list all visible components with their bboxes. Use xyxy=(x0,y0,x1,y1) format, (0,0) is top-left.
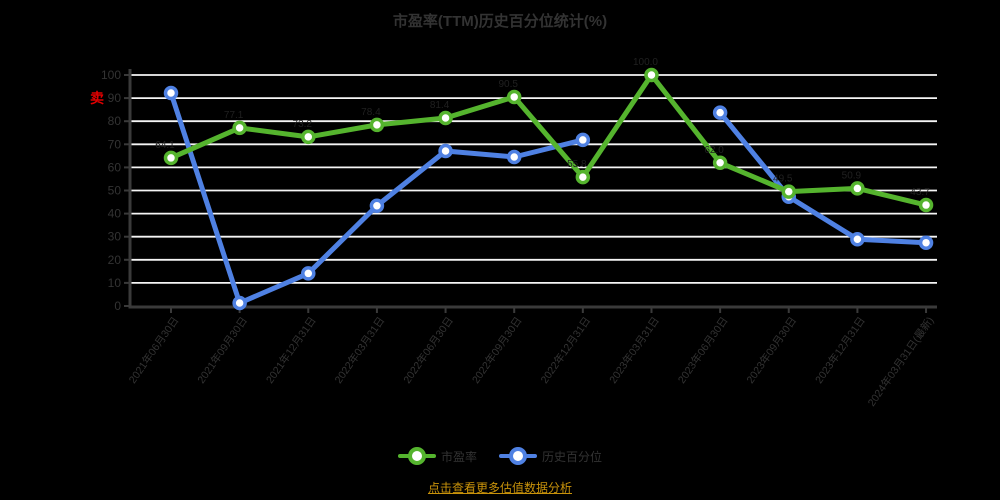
data-point-label: 55.8 xyxy=(567,159,587,170)
x-axis-label: 2022年03月31日 xyxy=(332,314,388,386)
y-axis-label: 30 xyxy=(108,230,122,244)
data-point[interactable] xyxy=(712,155,728,171)
legend-item[interactable]: 历史百分位 xyxy=(499,446,602,466)
data-point[interactable] xyxy=(918,235,934,250)
data-point[interactable] xyxy=(850,181,865,196)
chart-title: 市盈率(TTM)历史百分位统计(%) xyxy=(392,13,608,30)
x-axis-label: 2021年12月31日 xyxy=(263,314,319,386)
x-axis-label: 2023年03月31日 xyxy=(606,314,662,386)
data-point-label: 64.1 xyxy=(155,140,175,151)
data-point[interactable] xyxy=(850,231,865,247)
x-axis-label: 2021年09月30日 xyxy=(195,314,251,386)
y-axis-label: 90 xyxy=(108,91,122,105)
x-axis-label: 2023年09月30日 xyxy=(744,314,800,386)
data-point[interactable] xyxy=(438,110,453,126)
y-axis-label: 20 xyxy=(108,253,122,267)
data-point[interactable] xyxy=(369,198,385,213)
data-point[interactable] xyxy=(232,120,247,136)
data-point[interactable] xyxy=(712,105,728,120)
data-point[interactable] xyxy=(163,85,179,101)
data-point[interactable] xyxy=(232,295,247,311)
x-axis-label: 2023年12月31日 xyxy=(812,314,868,386)
data-point[interactable] xyxy=(438,143,453,159)
y-axis-label: 100 xyxy=(101,68,121,82)
legend-label: 历史百分位 xyxy=(542,449,603,464)
data-point-label: 49.5 xyxy=(773,174,793,185)
data-point-label: 62.0 xyxy=(704,145,724,156)
series-line-市盈率 xyxy=(168,72,929,208)
data-point[interactable] xyxy=(918,197,934,213)
legend-label: 市盈率 xyxy=(440,449,477,464)
legend-item[interactable]: 市盈率 xyxy=(397,446,477,466)
y-axis-label: 10 xyxy=(108,276,122,290)
x-axis-label: 2022年06月30日 xyxy=(401,314,457,386)
series-line-历史百分位 xyxy=(717,110,929,246)
data-point-label: 50.9 xyxy=(842,170,862,181)
data-point[interactable] xyxy=(644,67,659,83)
legend-line-circle-icon xyxy=(397,446,436,466)
y-axis-label: 60 xyxy=(108,160,122,174)
x-axis-label: 2022年12月31日 xyxy=(538,314,594,386)
x-axis-label: 2021年06月30日 xyxy=(126,314,182,386)
data-point-label: 81.4 xyxy=(430,100,450,111)
legend-line-circle-icon xyxy=(499,446,537,466)
y-axis-label: 0 xyxy=(114,299,121,313)
y-axis-label: 70 xyxy=(108,137,122,151)
footer-link[interactable]: 点击查看更多估值数据分析 xyxy=(427,481,572,495)
data-point[interactable] xyxy=(575,169,591,185)
data-point-label: 77.1 xyxy=(224,110,244,121)
data-point[interactable] xyxy=(301,266,316,281)
x-axis-label: 2024年03月31日(最新) xyxy=(865,314,937,408)
data-point-label: 43.7 xyxy=(910,187,930,198)
data-point[interactable] xyxy=(369,117,385,133)
data-point[interactable] xyxy=(163,150,179,166)
y-axis-label: 50 xyxy=(108,184,122,198)
data-point-label: 73.2 xyxy=(293,119,313,130)
x-axis-label: 2022年09月30日 xyxy=(469,314,525,386)
y-axis-label: 40 xyxy=(108,207,122,221)
legend: 市盈率 历史百分位 xyxy=(0,446,1000,466)
y-axis-label: 80 xyxy=(108,114,122,128)
data-point[interactable] xyxy=(506,89,522,105)
data-point[interactable] xyxy=(575,132,591,148)
data-point-label: 100.0 xyxy=(633,57,658,68)
data-point[interactable] xyxy=(506,149,522,165)
sell-marker: 卖 xyxy=(90,90,104,106)
data-point[interactable] xyxy=(781,184,797,199)
x-axis-label: 2023年06月30日 xyxy=(675,314,731,386)
data-point[interactable] xyxy=(301,129,316,145)
data-point-label: 90.5 xyxy=(498,79,518,90)
data-point-label: 78.4 xyxy=(361,107,381,118)
